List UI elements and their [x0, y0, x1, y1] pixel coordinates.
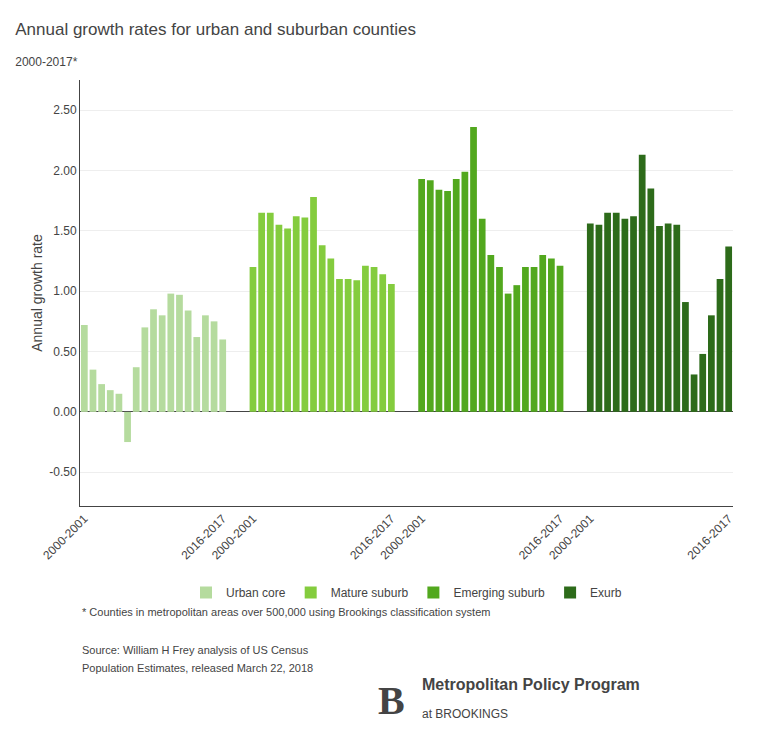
- svg-text:0.00: 0.00: [53, 405, 77, 419]
- svg-text:Metropolitan Policy Program: Metropolitan Policy Program: [422, 676, 640, 693]
- svg-text:2016-2017: 2016-2017: [347, 512, 398, 563]
- svg-text:Source: William H Frey analysi: Source: William H Frey analysis of US Ce…: [82, 644, 309, 656]
- svg-text:1.00: 1.00: [53, 284, 77, 298]
- svg-text:2.50: 2.50: [53, 103, 77, 117]
- svg-text:0.50: 0.50: [53, 345, 77, 359]
- svg-text:-0.50: -0.50: [49, 465, 77, 479]
- svg-text:Urban core: Urban core: [226, 586, 286, 600]
- svg-text:B: B: [378, 678, 405, 723]
- svg-text:2016-2017: 2016-2017: [179, 512, 230, 563]
- svg-text:2000-2001: 2000-2001: [378, 512, 429, 563]
- svg-text:* Counties in metropolitan are: * Counties in metropolitan areas over 50…: [82, 606, 490, 618]
- svg-text:at BROOKINGS: at BROOKINGS: [422, 707, 508, 721]
- svg-text:Population Estimates, released: Population Estimates, released March 22,…: [82, 662, 313, 674]
- svg-text:Mature suburb: Mature suburb: [331, 586, 409, 600]
- svg-text:Exurb: Exurb: [590, 586, 622, 600]
- svg-text:Annual growth rates for urban: Annual growth rates for urban and suburb…: [15, 20, 416, 39]
- svg-text:2000-2001: 2000-2001: [546, 512, 597, 563]
- svg-text:Emerging suburb: Emerging suburb: [453, 586, 545, 600]
- svg-text:2.00: 2.00: [53, 164, 77, 178]
- svg-text:2016-2017: 2016-2017: [685, 512, 736, 563]
- svg-text:Annual growth rate: Annual growth rate: [29, 234, 45, 352]
- svg-text:2000-2001: 2000-2001: [209, 512, 260, 563]
- svg-text:1.50: 1.50: [53, 224, 77, 238]
- svg-text:2000-2001: 2000-2001: [40, 512, 91, 563]
- svg-text:2016-2017: 2016-2017: [516, 512, 567, 563]
- svg-text:2000-2017*: 2000-2017*: [15, 55, 77, 69]
